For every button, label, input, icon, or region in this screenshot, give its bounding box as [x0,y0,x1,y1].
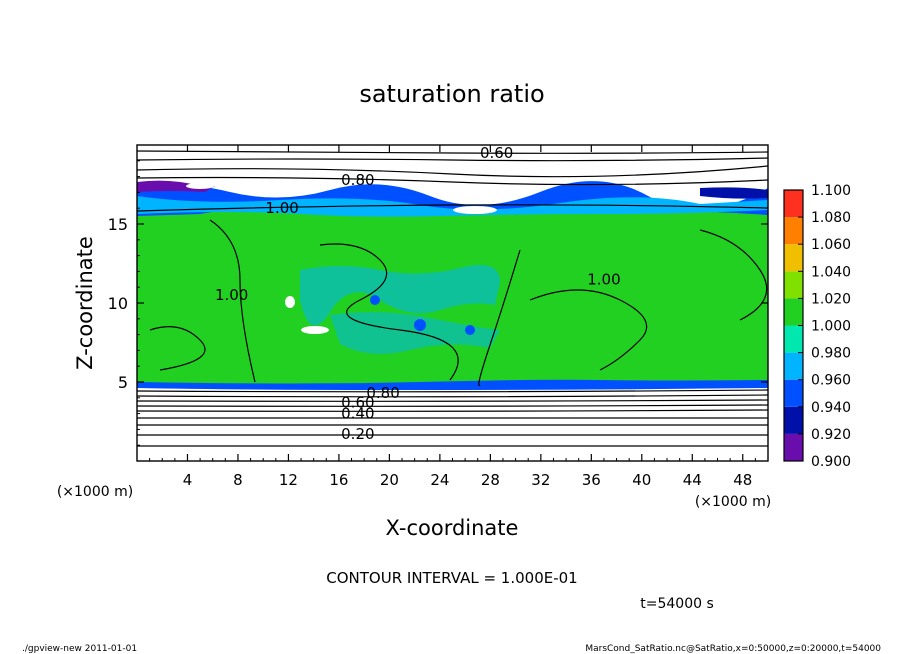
x-tick-label: 40 [632,471,651,489]
colorbar-swatch [784,352,803,380]
colorbar-label: 1.020 [811,291,851,307]
colorbar-swatch [784,406,803,434]
contour-label: 0.80 [341,171,374,189]
footer-right: MarsCond_SatRatio.nc@SatRatio,x=0:50000,… [585,644,881,654]
x-unit-right: (×1000 m) [695,494,771,510]
colorbar-swatch [784,217,803,245]
field-base-band [137,379,768,390]
y-tick-label: 15 [108,215,128,234]
contour-label: 0.60 [341,394,374,412]
colorbar-label: 1.040 [811,264,851,280]
x-tick-label: 28 [481,471,500,489]
contour-label: 1.00 [215,286,248,304]
field-top-band-violet [137,180,215,192]
colorbar-swatch [784,433,803,461]
x-tick-label: 4 [183,471,193,489]
field-hole-d [186,183,214,189]
colorbar-swatch [784,325,803,353]
x-tick-label: 8 [233,471,243,489]
x-axis-label: X-coordinate [386,516,519,540]
contour-lines [137,150,768,447]
colorbar-swatch [784,379,803,407]
colorbar-label: 1.080 [811,210,851,226]
colorbar-swatch [784,298,803,326]
field-dot-b [370,295,380,305]
colorbar-swatch [784,244,803,272]
contour-label: 0.40 [341,405,374,423]
x-tick-label: 16 [329,471,348,489]
contour-interval-note: CONTOUR INTERVAL = 1.000E-01 [326,569,577,587]
x-tick-label: 48 [733,471,752,489]
x-tick-label: 20 [380,471,399,489]
contour-label: 1.00 [265,199,298,217]
x-tick-label: 36 [582,471,601,489]
x-axis: 4 8 12 16 20 24 28 32 36 40 44 48 [149,145,769,489]
y-tick-label: 5 [118,373,128,392]
colorbar-swatch [784,190,803,218]
y-tick-label: 10 [108,294,128,313]
field-dot-a [414,319,426,331]
field-hole-b [285,296,295,308]
y-axis: 5 10 15 [108,160,768,446]
field-top-band-dark [700,187,768,199]
contour-label: 0.80 [366,384,399,402]
field-patch-upper [300,265,500,326]
plot-field: 0.600.801.001.001.000.600.400.200.80 [137,144,768,447]
colorbar-label: 1.000 [811,319,851,335]
x-tick-label: 12 [279,471,298,489]
time-label: t=54000 s [640,596,714,612]
footer-left: ./gpview-new 2011-01-01 [22,644,137,654]
colorbar-label: 0.900 [811,454,851,470]
colorbar-label: 1.060 [811,237,851,253]
contour-labels: 0.600.801.001.001.000.600.400.200.80 [215,144,621,443]
x-tick-label: 32 [531,471,550,489]
colorbar-label: 1.100 [811,183,851,199]
contour-label: 0.20 [341,425,374,443]
field-hole-a [301,326,329,334]
colorbar-label: 0.940 [811,400,851,416]
field-patch-lower [330,312,500,354]
chart-title: saturation ratio [359,80,544,108]
y-axis-label: Z-coordinate [73,236,97,370]
contour-label: 0.60 [480,144,513,162]
colorbar-label: 0.920 [811,427,851,443]
contour-label: 1.00 [587,270,620,288]
x-tick-label: 44 [683,471,702,489]
x-unit-left: (×1000 m) [57,484,133,500]
field-hole-c [453,206,497,214]
colorbar: 0.900 0.920 0.940 0.960 0.980 1.000 1.020 1.040… [783,183,851,470]
colorbar-label: 0.980 [811,346,851,362]
colorbar-label: 0.960 [811,373,851,389]
field-dot-c [465,325,475,335]
colorbar-swatch [784,271,803,299]
x-tick-label: 24 [430,471,449,489]
field-top-band-light [137,196,768,217]
